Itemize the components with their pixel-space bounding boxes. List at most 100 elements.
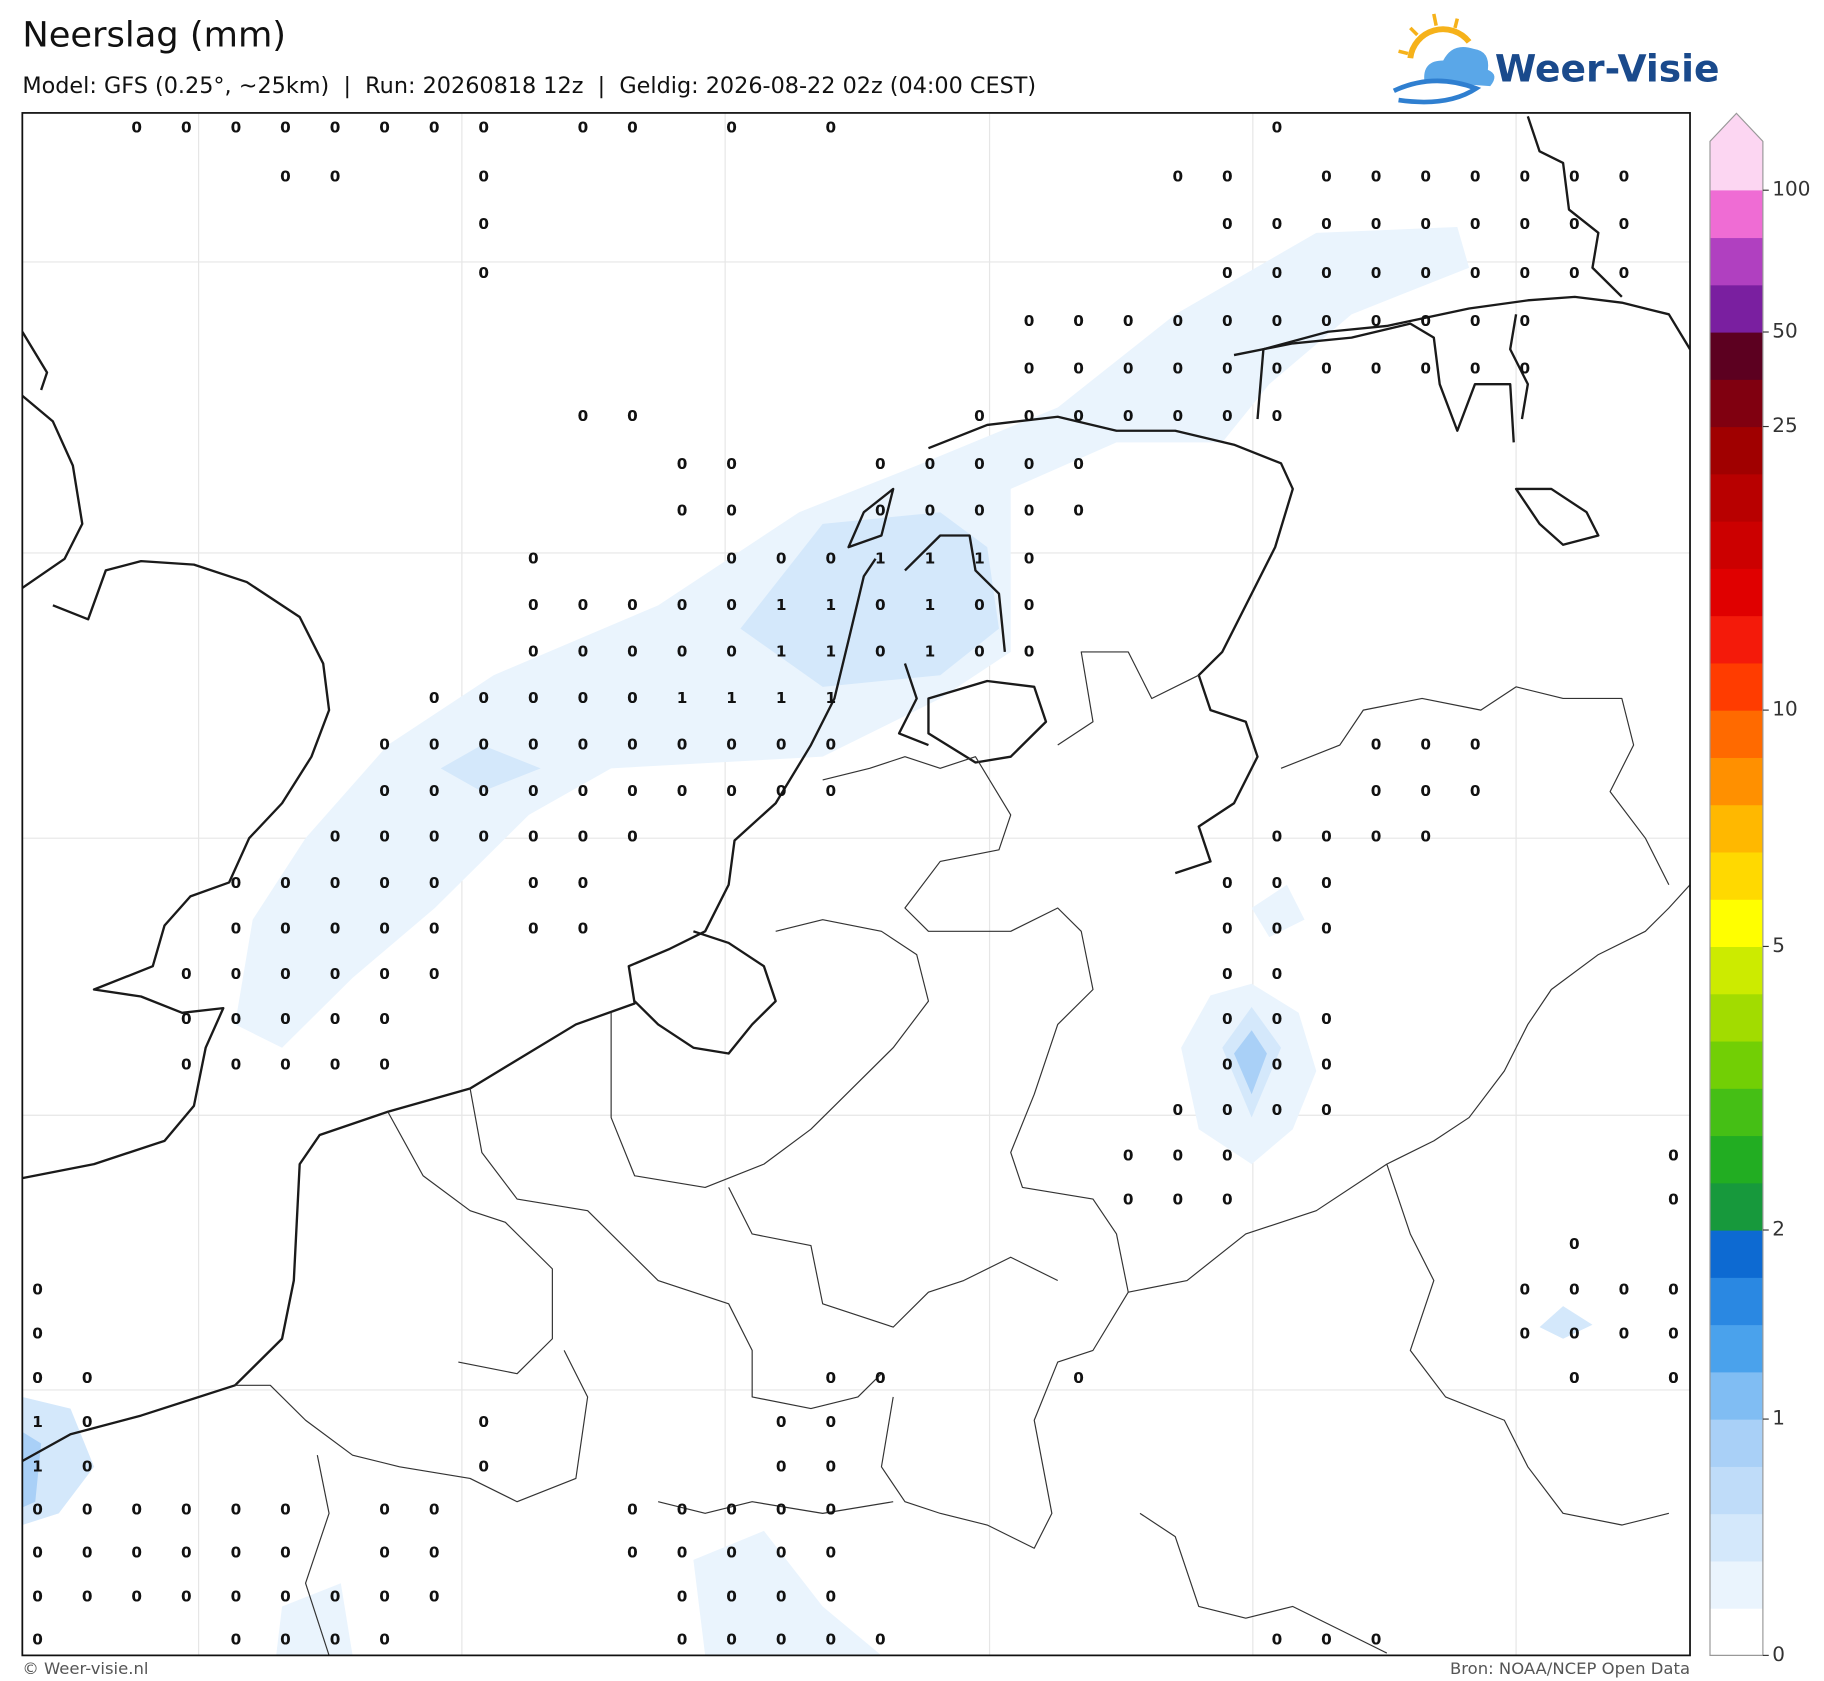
grid-value: 0 — [825, 1369, 836, 1387]
grid-value: 0 — [1569, 264, 1580, 282]
grid-value: 0 — [1420, 782, 1431, 800]
grid-value: 0 — [1470, 264, 1481, 282]
grid-value: 0 — [1569, 1235, 1580, 1253]
grid-value: 0 — [1321, 312, 1332, 330]
grid-value: 0 — [528, 782, 539, 800]
colorbar-segment — [1710, 1277, 1763, 1326]
grid-value: 0 — [726, 736, 737, 754]
grid-value: 0 — [131, 1500, 142, 1518]
grid-value: 0 — [1420, 215, 1431, 233]
grid-value: 0 — [181, 1010, 192, 1028]
grid-value: 0 — [131, 119, 142, 137]
grid-value: 0 — [925, 502, 936, 520]
grid-value: 0 — [379, 1010, 390, 1028]
colorbar-tick-label: 10 — [1772, 698, 1797, 721]
grid-value: 0 — [82, 1500, 93, 1518]
grid-value: 0 — [1619, 1325, 1630, 1343]
grid-value: 0 — [1222, 1010, 1233, 1028]
grid-value: 0 — [1272, 1056, 1283, 1074]
colorbar-segment — [1710, 190, 1763, 239]
grid-value: 0 — [726, 642, 737, 660]
grid-value: 0 — [1519, 215, 1530, 233]
grid-value: 0 — [1619, 264, 1630, 282]
grid-value: 0 — [1470, 167, 1481, 185]
grid-value: 0 — [1321, 1010, 1332, 1028]
grid-value: 0 — [528, 736, 539, 754]
grid-value: 0 — [478, 782, 489, 800]
grid-value: 0 — [528, 874, 539, 892]
grid-value: 0 — [1222, 215, 1233, 233]
grid-value: 0 — [231, 1588, 242, 1606]
grid-value: 0 — [1073, 502, 1084, 520]
grid-value: 0 — [1619, 215, 1630, 233]
grid-value: 0 — [1321, 360, 1332, 378]
grid-value: 0 — [478, 119, 489, 137]
grid-value: 0 — [528, 549, 539, 567]
grid-value: 0 — [875, 642, 886, 660]
grid-value: 0 — [1123, 360, 1134, 378]
grid-value: 0 — [379, 874, 390, 892]
grid-value: 0 — [627, 119, 638, 137]
grid-value: 0 — [1222, 874, 1233, 892]
grid-value: 0 — [1519, 264, 1530, 282]
colorbar-segment — [1710, 1371, 1763, 1420]
grid-value: 0 — [776, 1413, 787, 1431]
grid-value: 0 — [280, 167, 291, 185]
grid-value: 0 — [429, 874, 440, 892]
grid-value: 0 — [677, 782, 688, 800]
grid-value: 0 — [478, 264, 489, 282]
grid-value: 0 — [280, 1010, 291, 1028]
grid-value: 0 — [776, 782, 787, 800]
grid-value: 0 — [1024, 596, 1035, 614]
colorbar-segment — [1710, 993, 1763, 1042]
grid-value: 0 — [330, 920, 341, 938]
grid-value: 0 — [181, 1056, 192, 1074]
subtitle: Model: GFS (0.25°, ~25km) | Run: 2026081… — [22, 73, 1036, 99]
grid-value: 0 — [1073, 1369, 1084, 1387]
colorbar-tick-label: 100 — [1772, 178, 1810, 201]
grid-value: 0 — [379, 965, 390, 983]
grid-value: 0 — [627, 1543, 638, 1561]
grid-value: 0 — [1371, 1631, 1382, 1649]
borders — [235, 651, 1691, 1656]
grid-value: 0 — [1024, 549, 1035, 567]
grid-value: 1 — [776, 596, 787, 614]
grid-value: 0 — [1420, 264, 1431, 282]
grid-value: 1 — [32, 1457, 43, 1475]
colorbar-segment — [1710, 710, 1763, 758]
grid-value: 0 — [1222, 1056, 1233, 1074]
grid-value: 0 — [1272, 920, 1283, 938]
grid-value: 0 — [330, 874, 341, 892]
grid-value: 0 — [1272, 874, 1283, 892]
graticule — [22, 112, 1691, 1656]
grid-value: 0 — [1222, 920, 1233, 938]
grid-value: 0 — [1172, 407, 1183, 425]
colorbar-segment — [1710, 851, 1763, 900]
grid-value: 0 — [627, 407, 638, 425]
grid-value: 0 — [429, 689, 440, 707]
grid-value: 0 — [825, 1631, 836, 1649]
grid-value: 0 — [1619, 1280, 1630, 1298]
grid-value: 0 — [1272, 215, 1283, 233]
grid-value: 0 — [726, 1631, 737, 1649]
grid-value: 0 — [528, 642, 539, 660]
grid-value: 0 — [825, 782, 836, 800]
colorbar-segment — [1710, 332, 1763, 380]
grid-value: 0 — [429, 782, 440, 800]
grid-value: 0 — [379, 782, 390, 800]
grid-value: 0 — [429, 1500, 440, 1518]
grid-value: 0 — [1321, 828, 1332, 846]
grid-value: 0 — [528, 689, 539, 707]
grid-value: 0 — [1371, 215, 1382, 233]
grid-value: 0 — [231, 1010, 242, 1028]
grid-value: 0 — [1371, 828, 1382, 846]
grid-value: 0 — [1619, 167, 1630, 185]
grid-value: 0 — [825, 736, 836, 754]
grid-value: 0 — [280, 920, 291, 938]
grid-value: 0 — [974, 596, 985, 614]
colorbar-segment — [1710, 379, 1763, 428]
grid-value: 0 — [726, 119, 737, 137]
grid-value: 0 — [825, 1588, 836, 1606]
grid-value: 0 — [181, 1588, 192, 1606]
grid-value: 0 — [379, 828, 390, 846]
